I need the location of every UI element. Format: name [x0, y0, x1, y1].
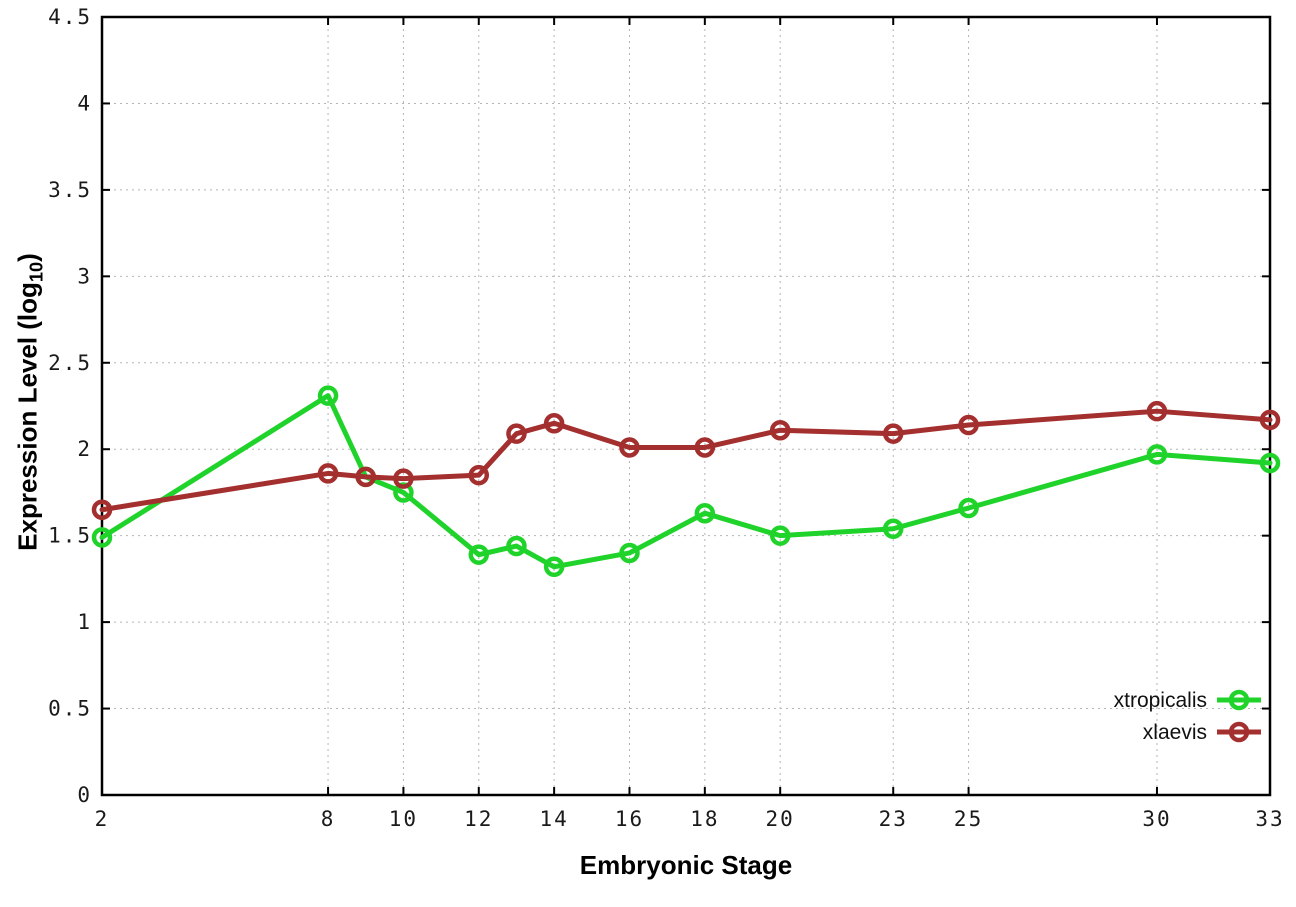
marker-xlaevis-2	[91, 499, 113, 520]
marker-xtropicalis-14	[543, 556, 565, 578]
marker-xtropicalis-30	[1146, 444, 1168, 465]
marker-xlaevis-16	[619, 437, 640, 458]
x-tick-label-8: 8	[321, 807, 336, 831]
x-tick-label-10: 10	[389, 807, 418, 831]
x-tick-label-16: 16	[615, 807, 644, 831]
y-tick-label-3: 3	[77, 264, 92, 288]
marker-xlaevis-13	[506, 423, 527, 444]
x-tick-label-18: 18	[690, 807, 719, 831]
y-axis-label-post: )	[12, 253, 43, 262]
y-axis-label-sub: 10	[26, 261, 47, 283]
y-tick-label-4.5: 4.5	[48, 5, 92, 29]
marker-xlaevis-8	[317, 463, 339, 484]
marker-xlaevis-23	[882, 423, 904, 444]
legend-item-xlaevis: xlaevis	[1114, 716, 1262, 748]
y-tick-label-4: 4	[77, 91, 92, 115]
y-tick-label-3.5: 3.5	[48, 178, 92, 202]
y-axis-label-pre: Expression Level (log	[12, 282, 43, 551]
marker-xtropicalis-33	[1259, 452, 1281, 474]
marker-xlaevis-18	[694, 437, 716, 458]
x-tick-label-20: 20	[766, 807, 795, 831]
marker-xtropicalis-18	[694, 502, 716, 524]
x-tick-label-33: 33	[1255, 807, 1284, 831]
marker-xlaevis-25	[958, 414, 979, 436]
y-tick-label-0.5: 0.5	[48, 697, 92, 721]
x-tick-label-14: 14	[539, 807, 568, 831]
marker-xlaevis-14	[543, 413, 565, 434]
legend: xtropicalis xlaevis	[1114, 684, 1262, 748]
x-tick-label-30: 30	[1142, 807, 1171, 831]
x-axis-label: Embryonic Stage	[579, 850, 793, 880]
y-tick-label-1: 1	[77, 610, 92, 634]
x-tick-label-2: 2	[95, 807, 110, 831]
marker-xtropicalis-23	[882, 518, 904, 540]
legend-circle-icon	[1228, 689, 1250, 711]
y-tick-label-2: 2	[77, 437, 92, 461]
plot-border	[100, 15, 1272, 797]
marker-xtropicalis-16	[619, 542, 640, 564]
marker-xtropicalis-12	[468, 544, 490, 565]
marker-xtropicalis-8	[317, 385, 339, 406]
marker-xlaevis-20	[769, 419, 791, 441]
legend-circle-icon	[1228, 721, 1250, 743]
x-tick-label-25: 25	[954, 807, 983, 831]
x-tick-label-23: 23	[879, 807, 908, 831]
y-axis-label: Expression Level (log10)	[12, 253, 47, 551]
marker-xtropicalis-2	[91, 527, 113, 548]
legend-item-xtropicalis: xtropicalis	[1114, 684, 1262, 716]
y-tick-label-0: 0	[77, 783, 92, 807]
legend-sample-xtropicalis	[1217, 689, 1261, 711]
legend-label-xlaevis: xlaevis	[1142, 720, 1207, 744]
y-tick-label-2.5: 2.5	[48, 351, 92, 375]
marker-xlaevis-9	[355, 466, 376, 488]
marker-xlaevis-12	[468, 464, 490, 486]
legend-sample-xlaevis	[1217, 721, 1261, 743]
x-tick-label-12: 12	[464, 807, 493, 831]
marker-xlaevis-30	[1146, 400, 1168, 422]
marker-xlaevis-33	[1259, 409, 1281, 431]
marker-xtropicalis-20	[769, 525, 791, 546]
marker-xtropicalis-13	[506, 535, 527, 557]
marker-xlaevis-10	[393, 468, 414, 489]
marker-xtropicalis-25	[958, 497, 979, 519]
y-tick-label-1.5: 1.5	[48, 524, 92, 548]
legend-label-xtropicalis: xtropicalis	[1113, 688, 1207, 712]
